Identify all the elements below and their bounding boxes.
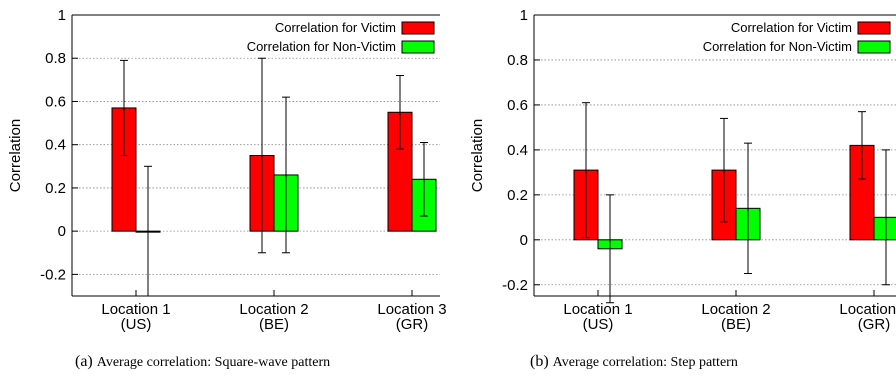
y-tick-label: 0.8 [507,52,528,69]
x-tick-sublabel: (GR) [858,316,891,333]
caption-label: (b) [530,353,553,370]
y-tick-label: 0.6 [45,93,66,110]
y-tick-label: 0.2 [45,180,66,197]
y-axis-label: Correlation [469,119,486,192]
y-tick-label: 0 [520,232,528,249]
x-tick-sublabel: (BE) [721,316,751,333]
legend-label: Correlation for Victim [275,20,396,35]
y-tick-label: -0.2 [40,266,66,283]
nonvictim-bar [873,216,896,241]
x-tick-sublabel: (GR) [396,316,429,333]
victim-legend-swatch [857,21,891,35]
legend-label: Correlation for Non-Victim [247,39,396,54]
y-tick-label: 0.8 [45,50,66,67]
y-tick-label: 0.4 [45,137,66,154]
figure-caption: (b) Average correlation: Step pattern [530,353,738,370]
x-tick-label: Location 2 [701,301,770,318]
legend-label: Correlation for Victim [731,20,852,35]
caption-label: (a) [75,353,97,370]
x-tick-label: Location 1 [563,301,632,318]
x-tick-sublabel: (BE) [259,316,289,333]
x-tick-label: Location 3 [377,301,446,318]
figure-caption: (a) Average correlation: Square-wave pat… [75,353,330,370]
y-tick-label: 0.4 [507,142,528,159]
y-axis-label: Correlation [7,119,24,192]
y-tick-label: -0.2 [502,277,528,294]
x-tick-label: Location 2 [239,301,308,318]
x-tick-label: Location 1 [101,301,170,318]
x-tick-label: Location 3 [839,301,896,318]
caption-text: Average correlation: Step pattern [553,355,738,370]
victim-legend-swatch [401,21,435,35]
caption-text: Average correlation: Square-wave pattern [97,355,330,370]
y-tick-label: 0.6 [507,97,528,114]
nonvictim-legend-swatch [401,40,435,54]
legend-label: Correlation for Non-Victim [703,39,852,54]
y-tick-label: 1 [520,7,528,24]
y-tick-label: 0.2 [507,187,528,204]
x-tick-sublabel: (US) [583,316,614,333]
y-tick-label: 1 [58,7,66,24]
x-tick-sublabel: (US) [121,316,152,333]
nonvictim-legend-swatch [857,40,891,54]
y-tick-label: 0 [58,223,66,240]
